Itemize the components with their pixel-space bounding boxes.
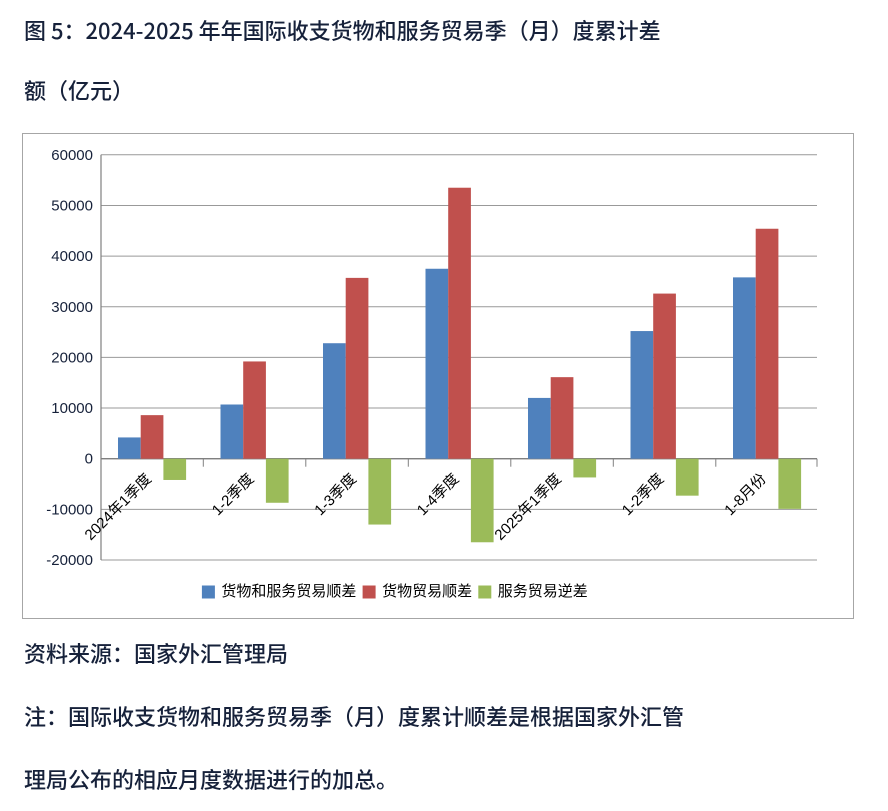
- svg-text:60000: 60000: [51, 147, 93, 164]
- svg-text:货物和服务贸易顺差: 货物和服务贸易顺差: [221, 583, 356, 600]
- svg-text:10000: 10000: [51, 400, 93, 417]
- svg-text:-20000: -20000: [46, 552, 93, 569]
- svg-text:30000: 30000: [51, 299, 93, 316]
- svg-text:货物贸易顺差: 货物贸易顺差: [382, 583, 472, 600]
- svg-text:1-8月份: 1-8月份: [721, 471, 770, 520]
- svg-text:20000: 20000: [51, 349, 93, 366]
- svg-text:1-2季度: 1-2季度: [619, 471, 668, 520]
- svg-text:服务贸易逆差: 服务贸易逆差: [498, 583, 588, 600]
- svg-text:0: 0: [85, 451, 93, 468]
- svg-text:1-3季度: 1-3季度: [311, 471, 360, 520]
- svg-text:50000: 50000: [51, 198, 93, 215]
- svg-text:1-2季度: 1-2季度: [209, 471, 258, 520]
- svg-text:40000: 40000: [51, 248, 93, 265]
- svg-text:2025年1季度: 2025年1季度: [491, 471, 564, 544]
- svg-text:1-4季度: 1-4季度: [414, 471, 463, 520]
- svg-text:-10000: -10000: [46, 501, 93, 518]
